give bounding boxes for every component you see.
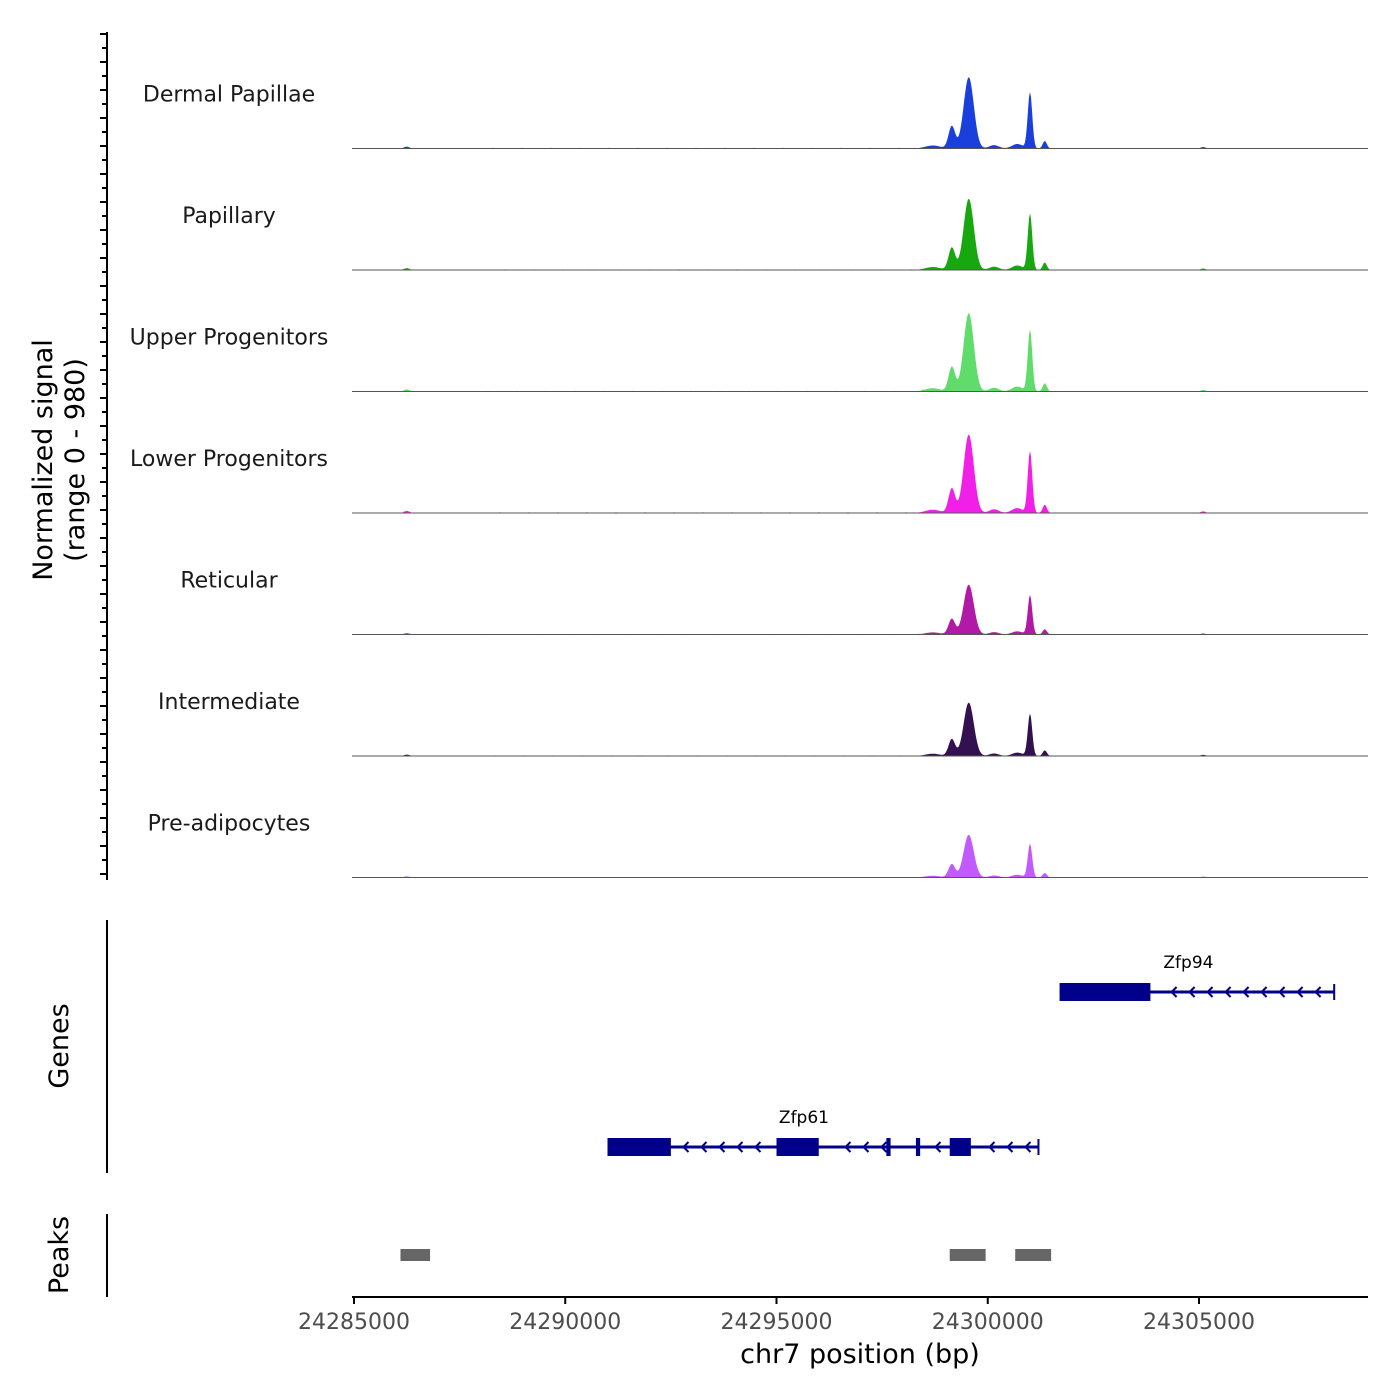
- strand-arrow-icon: [862, 1141, 870, 1153]
- x-axis: 24285000 24290000 24295000 24300000 24305000…: [298, 1296, 1368, 1370]
- track-label: Dermal Papillae: [143, 83, 315, 108]
- track-label: Papillary: [182, 204, 276, 229]
- track-label: Intermediate: [158, 690, 300, 715]
- signal-track: Upper Progenitors: [130, 313, 1368, 392]
- signal-y-axis: Normalized signal (range 0 - 980): [28, 32, 108, 880]
- signal-track: Reticular: [180, 569, 1368, 635]
- strand-arrow-icon: [682, 1141, 690, 1153]
- track-label: Upper Progenitors: [130, 326, 329, 351]
- gene-label: Zfp94: [1163, 953, 1213, 973]
- gene-model: Zfp61: [607, 1108, 1040, 1156]
- strand-arrow-icon: [844, 1141, 852, 1153]
- strand-arrow-icon: [1224, 986, 1232, 998]
- peak-region: [400, 1249, 431, 1261]
- x-tick-label: 24305000: [1143, 1310, 1255, 1335]
- signal-area: [352, 313, 1368, 392]
- peaks-panel: Peaks: [44, 1214, 1052, 1297]
- strand-arrow-icon: [988, 1141, 996, 1153]
- gene-exon: [776, 1138, 819, 1156]
- x-tick-label: 24285000: [298, 1310, 410, 1335]
- signal-track: Intermediate: [158, 690, 1368, 757]
- strand-arrow-icon: [1170, 986, 1178, 998]
- signal-y-axis-title: Normalized signal: [28, 339, 59, 581]
- peak-region: [1015, 1249, 1052, 1261]
- strand-arrow-icon: [1314, 986, 1322, 998]
- signal-tracks: Dermal Papillae Papillary Upper Progenitor…: [130, 77, 1368, 878]
- peak-region: [949, 1249, 986, 1261]
- strand-arrow-icon: [718, 1141, 726, 1153]
- strand-arrow-icon: [736, 1141, 744, 1153]
- signal-area: [352, 584, 1368, 635]
- strand-arrow-icon: [1296, 986, 1304, 998]
- gene-exon: [886, 1138, 891, 1156]
- gene-exon: [1059, 983, 1151, 1001]
- strand-arrow-icon: [880, 1141, 888, 1153]
- signal-track: Papillary: [182, 198, 1368, 271]
- strand-arrow-icon: [700, 1141, 708, 1153]
- track-label: Lower Progenitors: [130, 447, 328, 472]
- x-axis-title: chr7 position (bp): [740, 1339, 980, 1370]
- gene-exon: [915, 1138, 921, 1156]
- strand-arrow-icon: [1242, 986, 1250, 998]
- strand-arrow-icon: [1260, 986, 1268, 998]
- signal-area: [352, 434, 1368, 513]
- strand-arrow-icon: [1278, 986, 1286, 998]
- strand-arrow-icon: [934, 1141, 942, 1153]
- signal-area: [352, 198, 1368, 270]
- x-tick-label: 24295000: [721, 1310, 833, 1335]
- strand-arrow-icon: [1206, 986, 1214, 998]
- signal-area: [352, 77, 1368, 149]
- x-tick-label: 24300000: [932, 1310, 1044, 1335]
- signal-track: Lower Progenitors: [130, 434, 1368, 514]
- strand-arrow-icon: [1006, 1141, 1014, 1153]
- strand-arrow-icon: [1024, 1141, 1032, 1153]
- x-tick-label: 24290000: [509, 1310, 621, 1335]
- gene-exon: [607, 1138, 671, 1156]
- signal-track: Dermal Papillae: [143, 77, 1368, 149]
- track-label: Reticular: [180, 569, 278, 594]
- signal-area: [352, 702, 1368, 756]
- genes-axis-title: Genes: [44, 1003, 75, 1088]
- track-label: Pre-adipocytes: [148, 812, 311, 837]
- genes-panel: Genes Zfp94 Zfp61: [44, 920, 1336, 1173]
- signal-area: [352, 834, 1368, 878]
- strand-arrow-icon: [754, 1141, 762, 1153]
- signal-track: Pre-adipocytes: [148, 812, 1368, 878]
- strand-arrow-icon: [1188, 986, 1196, 998]
- gene-model: Zfp94: [1059, 953, 1336, 1001]
- gene-exon: [949, 1138, 971, 1156]
- peaks-axis-title: Peaks: [44, 1216, 75, 1294]
- signal-y-ticks: [100, 33, 107, 875]
- gene-label: Zfp61: [779, 1108, 829, 1128]
- signal-y-axis-range: (range 0 - 980): [60, 358, 91, 562]
